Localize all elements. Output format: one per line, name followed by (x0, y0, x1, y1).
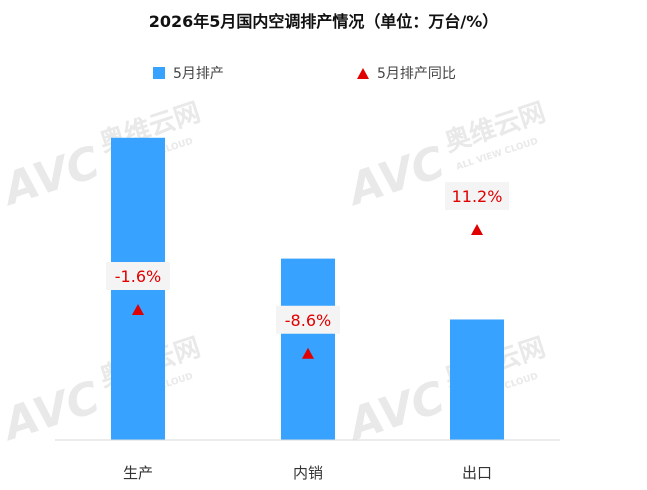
yoy-series: -1.6% -8.6% 11.2% (106, 182, 509, 359)
yoy-data-label: -1.6% (115, 267, 161, 286)
yoy-marker (132, 304, 144, 315)
x-tick-label: 出口 (462, 464, 492, 482)
yoy-marker (302, 347, 314, 359)
legend-triangle-marker (357, 67, 369, 79)
legend-item-yoy: 5月排产同比 (357, 63, 456, 83)
legend-label-production: 5月排产 (173, 66, 224, 82)
watermark-logo: AVC (0, 372, 106, 452)
yoy-data-label: -8.6% (285, 311, 331, 330)
yoy-marker (471, 224, 483, 235)
bar-3 (450, 319, 504, 440)
watermark-logo: AVC (340, 372, 451, 452)
x-tick-label: 生产 (123, 464, 153, 482)
yoy-label-box (445, 182, 509, 210)
watermark-cn: 奥维云网 (441, 97, 550, 159)
legend-item-production: 5月排产 (153, 63, 224, 83)
chart-title: 2026年5月国内空调排产情况（单位：万台/%） (148, 12, 499, 31)
watermark-logo: AVC (340, 137, 451, 217)
watermark-logo: AVC (0, 137, 106, 217)
legend: 5月排产 5月排产同比 (0, 63, 647, 85)
yoy-data-label: 11.2% (452, 187, 503, 206)
yoy-label-box (276, 305, 340, 334)
yoy-label-box (106, 262, 170, 290)
x-tick-label: 内销 (293, 464, 323, 482)
legend-bar-swatch (153, 67, 165, 79)
legend-label-yoy: 5月排产同比 (377, 66, 456, 82)
x-axis-labels: 生产 内销 出口 (123, 464, 492, 482)
